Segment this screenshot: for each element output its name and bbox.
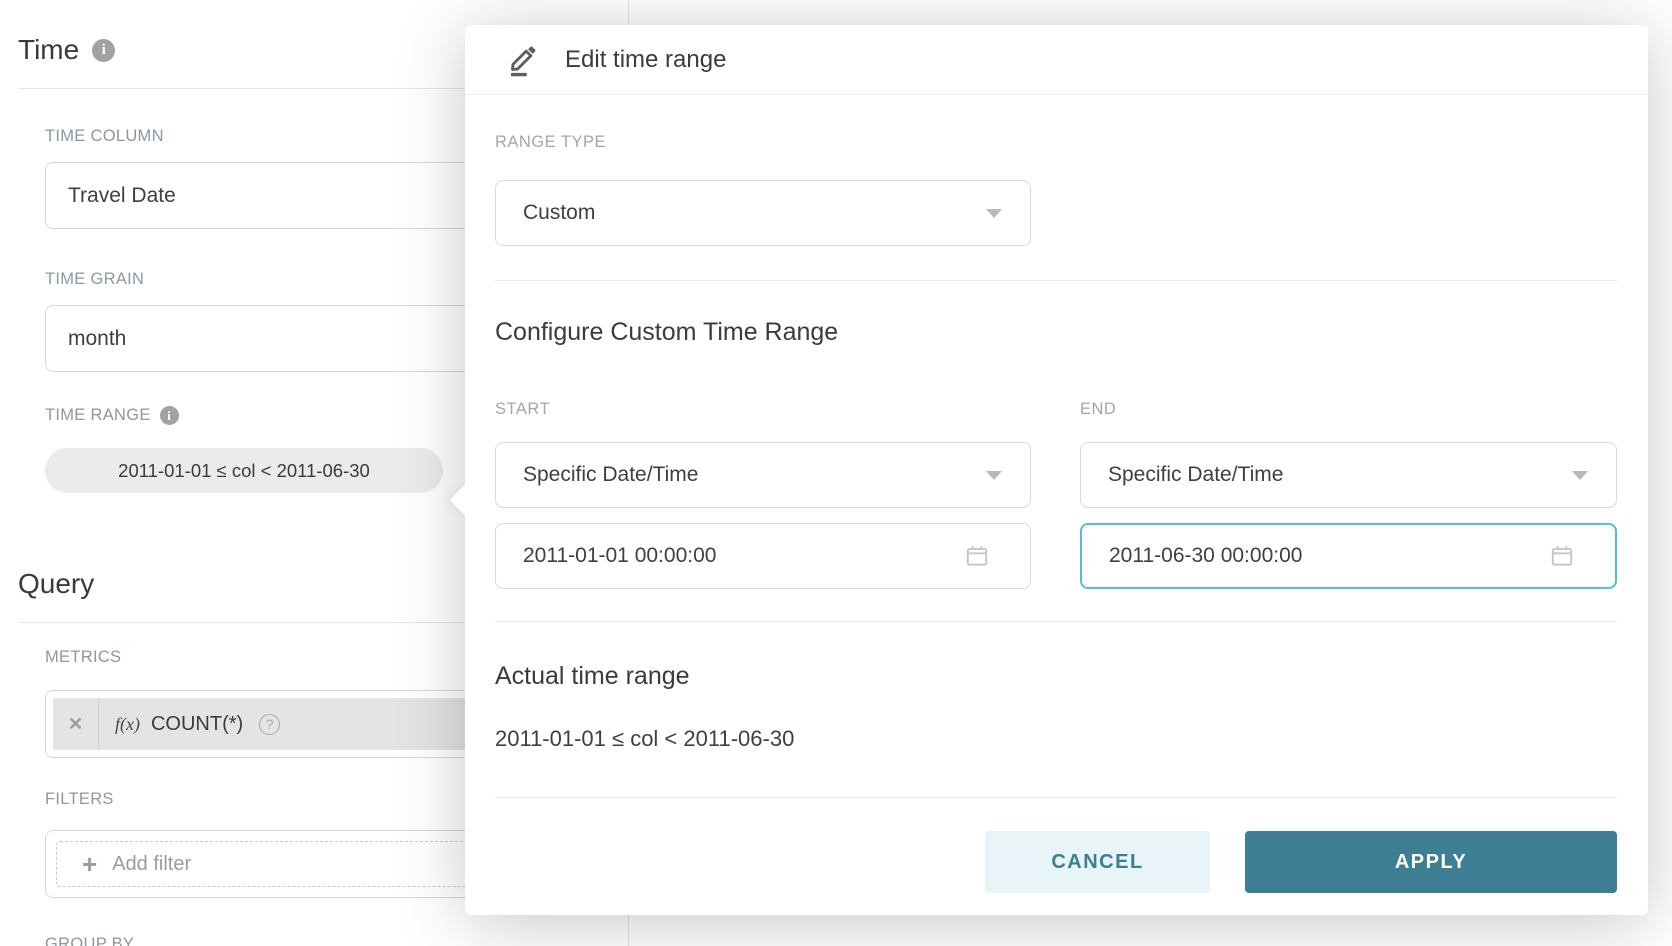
range-type-value: Custom [523, 201, 596, 224]
start-label: START [495, 400, 551, 418]
time-section-heading: Time i [18, 34, 116, 66]
time-column-label: TIME COLUMN [45, 127, 164, 145]
end-datetime-value: 2011-06-30 00:00:00 [1109, 544, 1303, 567]
end-type-value: Specific Date/Time [1108, 463, 1284, 486]
time-section-title: Time [18, 34, 80, 65]
section-divider [495, 280, 1617, 281]
query-section-heading: Query [18, 568, 94, 600]
time-grain-label: TIME GRAIN [45, 270, 145, 288]
section-divider [495, 621, 1617, 622]
start-datetime-input[interactable]: 2011-01-01 00:00:00 [495, 523, 1031, 589]
end-datetime-input[interactable]: 2011-06-30 00:00:00 [1080, 523, 1617, 589]
actual-time-range-value: 2011-01-01 ≤ col < 2011-06-30 [495, 726, 795, 751]
range-type-label: RANGE TYPE [495, 133, 607, 151]
query-section-divider [18, 622, 610, 623]
popover-arrow [449, 484, 481, 516]
apply-button[interactable]: APPLY [1245, 831, 1617, 893]
chevron-down-icon [1572, 471, 1588, 480]
actual-time-range-heading: Actual time range [495, 662, 690, 690]
time-range-label: TIME RANGE i [45, 406, 179, 425]
time-range-pill[interactable]: 2011-01-01 ≤ col < 2011-06-30 [45, 448, 443, 493]
end-type-select[interactable]: Specific Date/Time [1080, 442, 1617, 508]
query-section-title: Query [18, 568, 95, 599]
edit-time-range-popover: Edit time range RANGE TYPE Custom Config… [449, 25, 1648, 915]
function-icon: f(x) [115, 713, 140, 734]
help-icon[interactable]: ? [259, 713, 281, 735]
calendar-icon[interactable] [1549, 543, 1575, 569]
cancel-button[interactable]: CANCEL [985, 831, 1210, 893]
calendar-icon[interactable] [964, 543, 990, 569]
edit-pencil-icon [511, 46, 536, 76]
remove-metric-icon[interactable]: ✕ [53, 698, 99, 750]
time-range-value: 2011-01-01 ≤ col < 2011-06-30 [118, 459, 370, 481]
group-by-label: GROUP BY [45, 935, 135, 946]
start-datetime-value: 2011-01-01 00:00:00 [523, 544, 717, 567]
filters-label: FILTERS [45, 790, 114, 808]
metric-name: COUNT(*) [150, 712, 244, 735]
end-label: END [1080, 400, 1117, 418]
chevron-down-icon [986, 209, 1002, 218]
popover-header: Edit time range [465, 25, 1648, 95]
time-column-value: Travel Date [68, 183, 176, 207]
add-filter-label: Add filter [112, 852, 192, 875]
start-type-select[interactable]: Specific Date/Time [495, 442, 1031, 508]
configure-heading: Configure Custom Time Range [495, 318, 839, 346]
time-section-divider [18, 88, 610, 89]
range-type-select[interactable]: Custom [495, 180, 1031, 246]
metrics-label: METRICS [45, 648, 122, 666]
chevron-down-icon [986, 471, 1002, 480]
start-type-value: Specific Date/Time [523, 463, 699, 486]
footer-divider [495, 797, 1617, 798]
popover-title: Edit time range [565, 45, 727, 73]
time-grain-value: month [68, 326, 127, 350]
add-filter-button[interactable]: + Add filter [56, 841, 554, 887]
info-icon[interactable]: i [159, 406, 179, 425]
info-icon[interactable]: i [92, 38, 116, 62]
